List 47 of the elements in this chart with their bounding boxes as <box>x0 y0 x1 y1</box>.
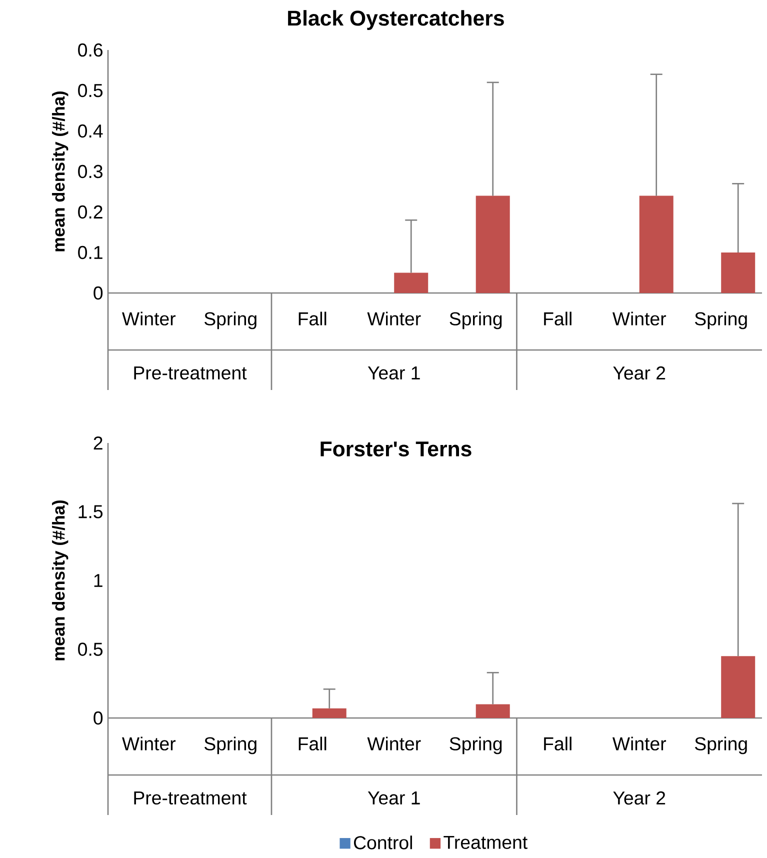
x-tick-label: Spring <box>204 312 256 330</box>
bar <box>721 656 756 718</box>
y-tick-label: 2 <box>94 436 102 450</box>
y-tick-label: 0.1 <box>78 246 102 260</box>
y-tick-label: 0.6 <box>78 43 102 57</box>
x-tick-label: Spring <box>450 312 502 330</box>
y-tick-label: 0 <box>94 286 103 300</box>
x-tick-label: Winter <box>367 736 421 750</box>
x-tick-label: Winter <box>122 312 176 326</box>
text: Pre-treatment <box>134 792 247 805</box>
x-tick-label: Spring <box>450 736 502 754</box>
text: Year 1 <box>368 366 420 380</box>
y-tick-label: 0.5 <box>78 642 103 656</box>
x-tick-label: Fall <box>298 736 326 750</box>
text: Pre-treatment <box>134 366 247 380</box>
y-tick-label: 0 <box>94 711 103 725</box>
x-tick-label: Winter <box>612 736 666 750</box>
x-tick-label: Fall <box>298 312 326 326</box>
y-tick-label: 1.5 <box>78 505 103 518</box>
bar <box>639 196 674 294</box>
legend-label: Control <box>354 836 412 850</box>
x-tick-label: Winter <box>122 736 176 750</box>
x-tick-label: Spring <box>204 736 256 754</box>
x-tick-label: Winter <box>612 312 666 326</box>
bar <box>476 704 510 718</box>
x-tick-label: Spring <box>694 312 747 330</box>
text: Year 2 <box>613 791 666 805</box>
x-tick-label: Fall <box>544 736 572 750</box>
x-tick-label: Winter <box>367 312 421 326</box>
chart-title: Black Oystercatchers <box>288 10 504 30</box>
y-tick-label: 0.4 <box>78 124 103 138</box>
chart-title: Forster's Terns <box>320 442 472 456</box>
bar <box>476 196 510 294</box>
text: Year 1 <box>368 792 420 805</box>
text: Year 2 <box>613 366 666 380</box>
y-tick-label: 1 <box>94 574 102 587</box>
x-tick-label: Fall <box>544 312 572 326</box>
y-axis-title: mean density (#/ha) <box>52 91 68 252</box>
x-tick-label: Spring <box>694 736 747 754</box>
y-axis-title: mean density (#/ha) <box>52 500 68 660</box>
y-tick-label: 0.5 <box>78 84 103 98</box>
y-tick-label: 0.3 <box>78 164 102 178</box>
bar <box>312 708 346 718</box>
y-tick-label: 0.2 <box>78 205 102 219</box>
legend-label: Treatment <box>444 836 528 849</box>
bar <box>394 272 428 294</box>
bar <box>721 252 756 294</box>
